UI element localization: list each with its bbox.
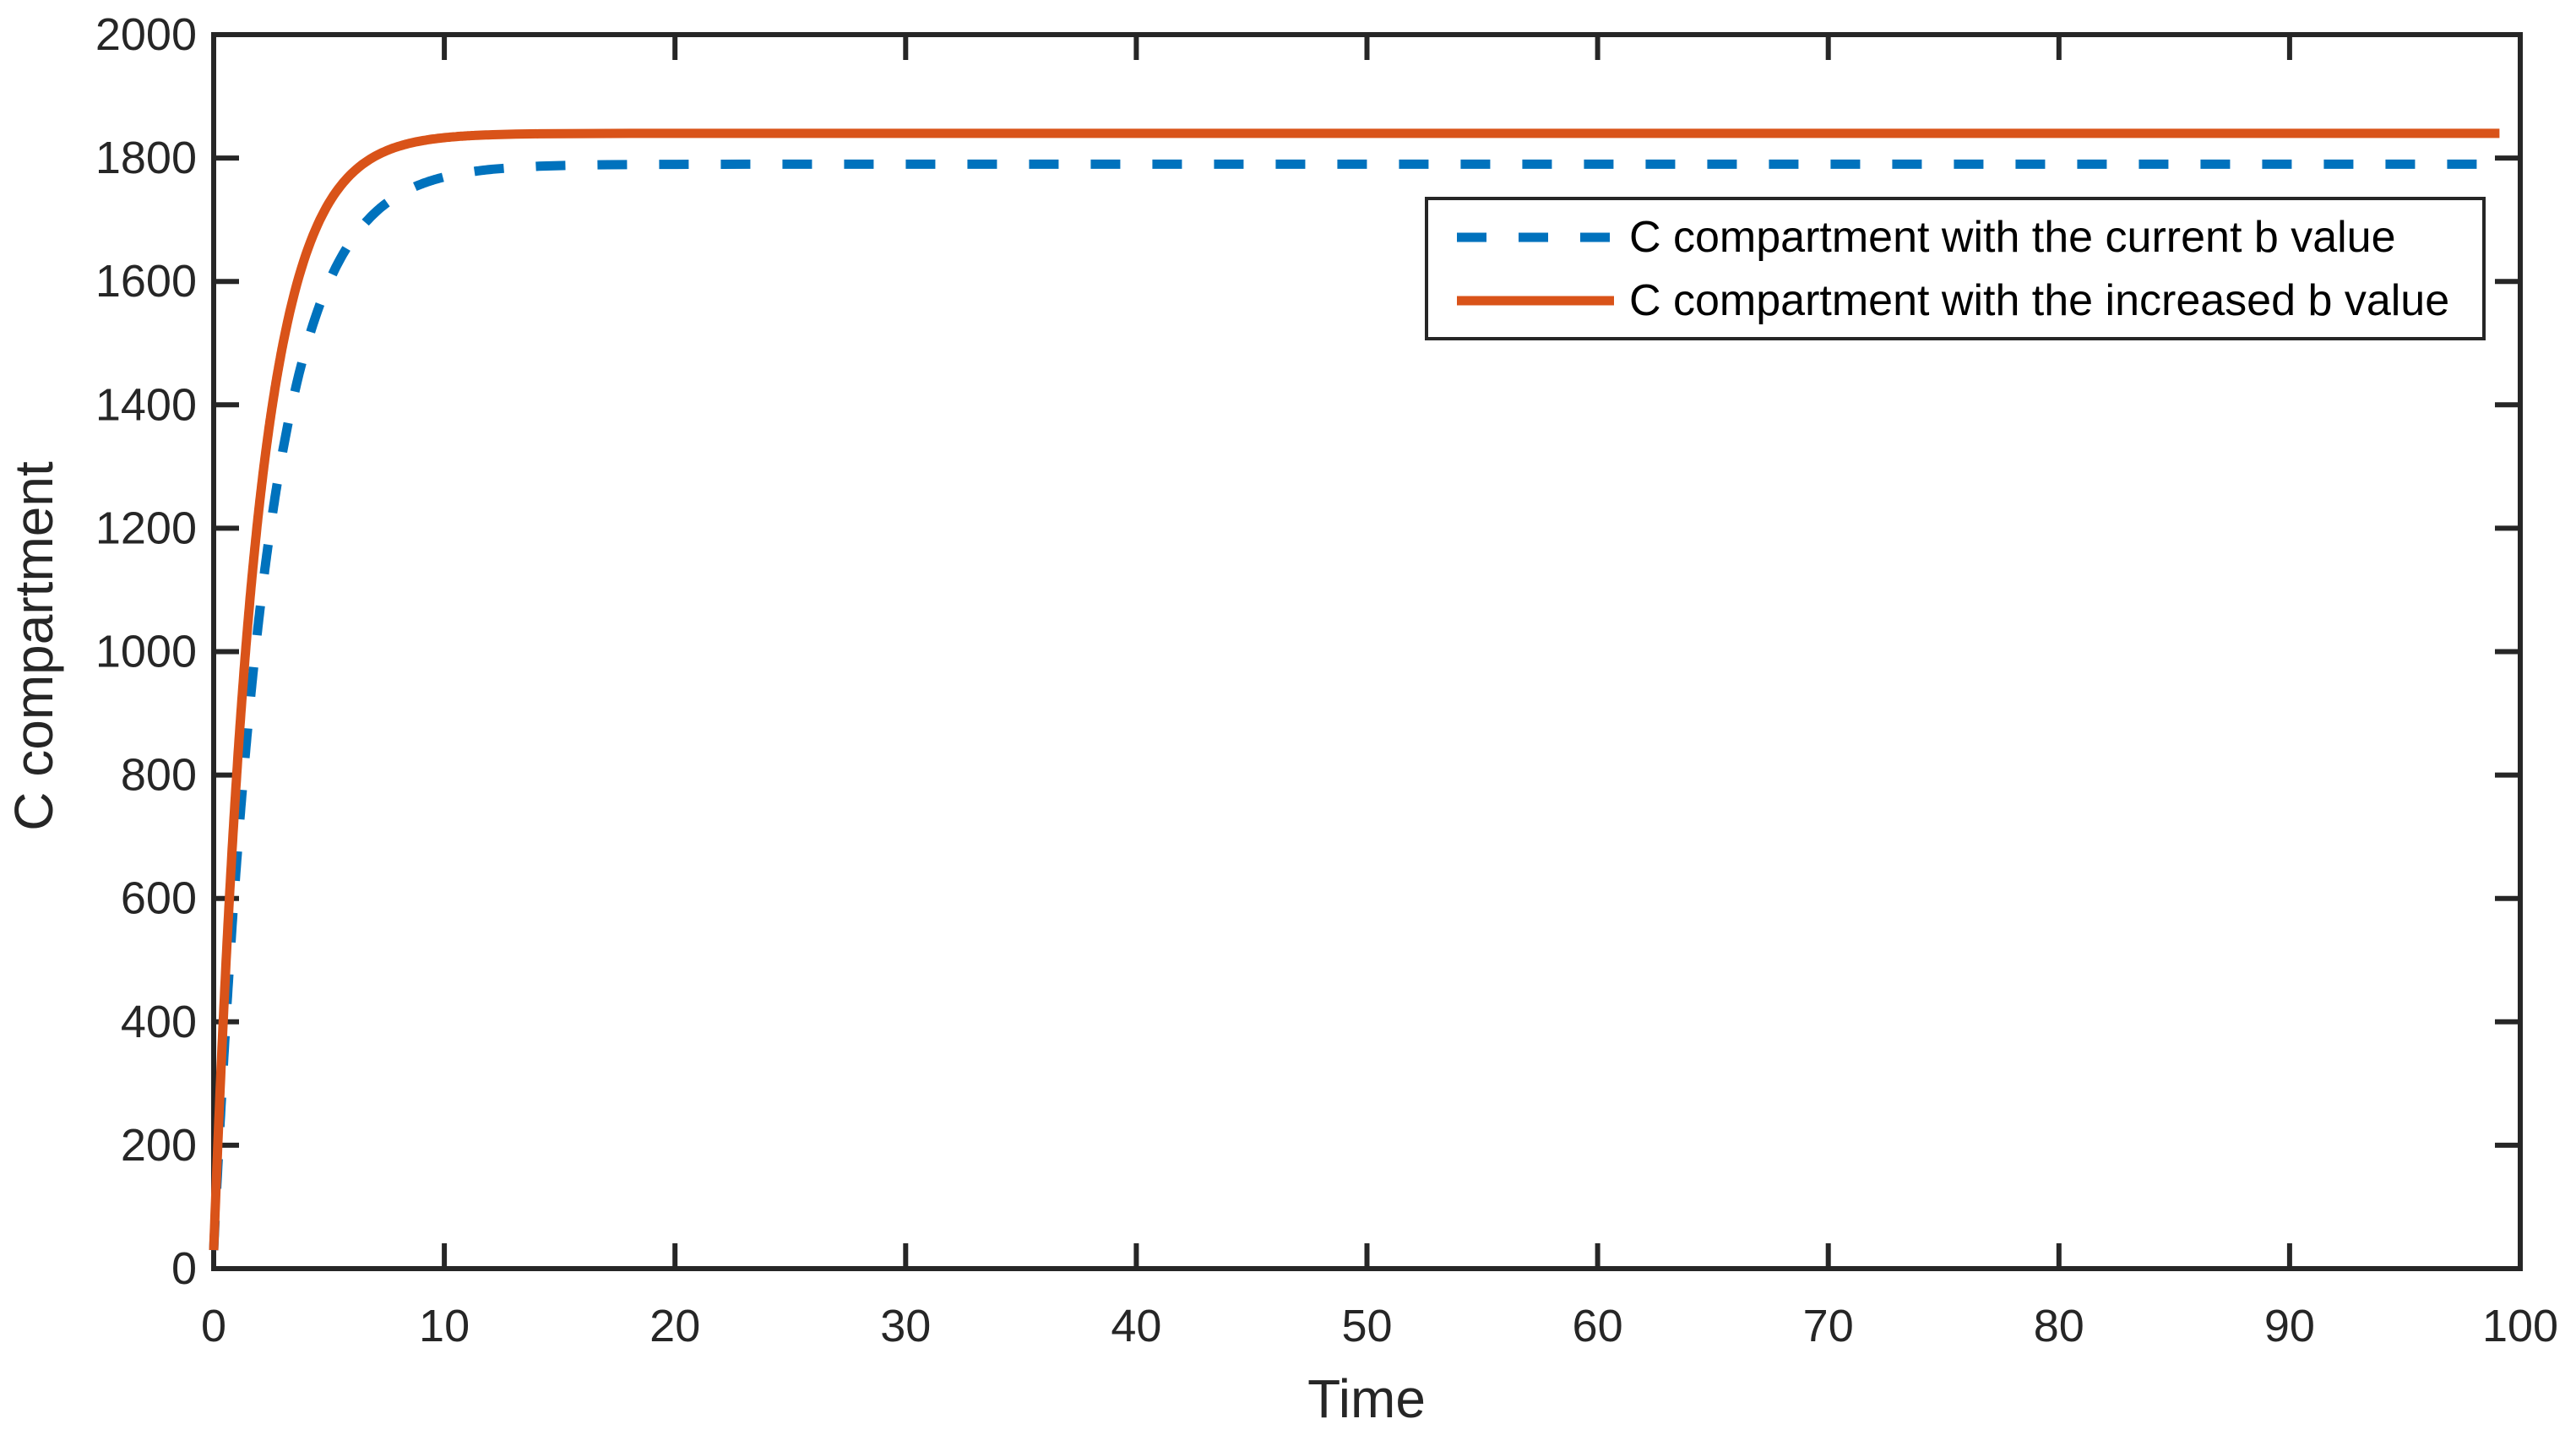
x-tick-label: 60 <box>1573 1301 1623 1351</box>
y-tick-label: 1800 <box>95 133 197 183</box>
x-tick-label: 90 <box>2264 1301 2315 1351</box>
x-tick-label: 100 <box>2482 1301 2558 1351</box>
x-tick-label: 0 <box>201 1301 226 1351</box>
x-tick-label: 40 <box>1111 1301 1161 1351</box>
y-tick-label: 600 <box>121 873 197 924</box>
y-tick-label: 2000 <box>95 9 197 60</box>
legend-sample-solid-line <box>1457 296 1614 305</box>
x-tick-label: 30 <box>880 1301 931 1351</box>
x-tick-label: 50 <box>1341 1301 1392 1351</box>
legend-item-increased-b: C compartment with the increased b value <box>1428 275 2482 326</box>
x-axis-label: Time <box>1307 1368 1426 1429</box>
x-tick-label: 80 <box>2034 1301 2084 1351</box>
x-tick-label: 20 <box>649 1301 700 1351</box>
legend-sample-dashed-line <box>1457 232 1614 242</box>
legend-label-increased-b: C compartment with the increased b value <box>1629 275 2450 325</box>
y-tick-label: 1200 <box>95 503 197 553</box>
y-tick-label: 1400 <box>95 379 197 430</box>
y-tick-label: 1600 <box>95 256 197 307</box>
x-tick-label: 10 <box>419 1301 470 1351</box>
x-tick-label: 70 <box>1803 1301 1854 1351</box>
legend-label-current-b: C compartment with the current b value <box>1629 212 2396 262</box>
legend-item-current-b: C compartment with the current b value <box>1428 212 2482 263</box>
y-tick-label: 800 <box>121 750 197 801</box>
y-tick-label: 200 <box>121 1120 197 1171</box>
y-tick-label: 400 <box>121 997 197 1047</box>
y-axis-label: C compartment <box>3 461 64 831</box>
series-curve-dashed <box>209 159 2500 1251</box>
y-tick-label: 0 <box>171 1243 197 1294</box>
y-tick-label: 1000 <box>95 627 197 677</box>
legend: C compartment with the current b value C… <box>1425 197 2486 340</box>
series-curve-solid <box>209 128 2500 1251</box>
